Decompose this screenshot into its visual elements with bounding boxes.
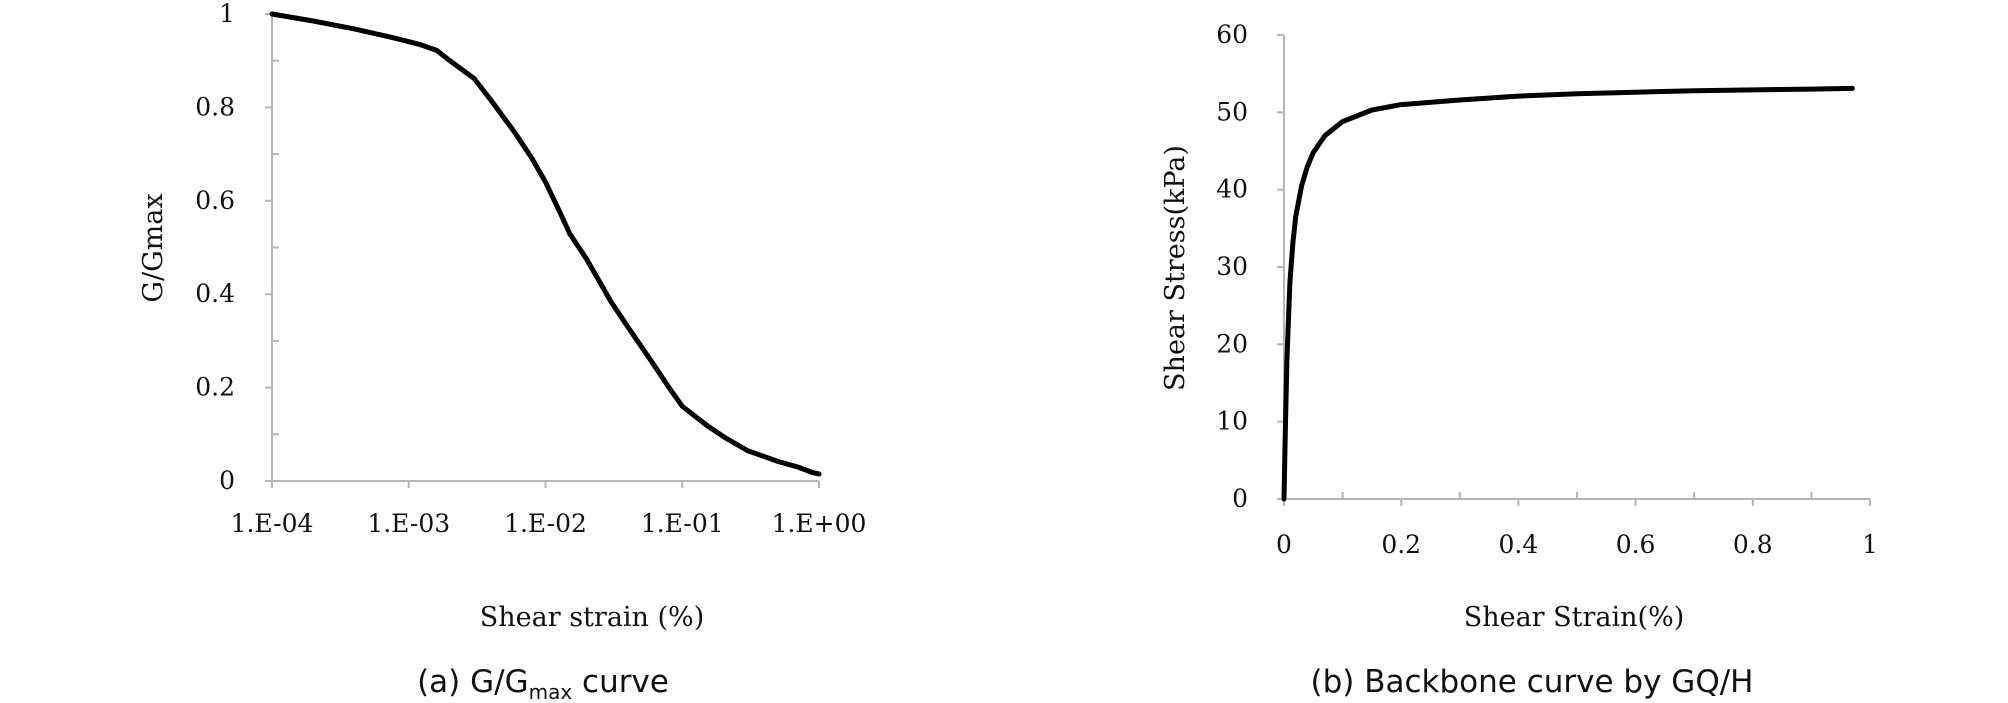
x-tick-label: 1 xyxy=(1862,530,1878,559)
x-tick-label: 0.8 xyxy=(1733,530,1773,559)
chart-b-series xyxy=(1281,85,1855,502)
chart-b-x-axis-title: Shear Strain(%) xyxy=(1464,602,1685,633)
x-tick-label: 1.E+00 xyxy=(772,509,867,538)
y-tick-label: 10 xyxy=(1216,407,1248,436)
chart-a-caption-prefix: (a) G/G xyxy=(417,664,529,700)
chart-b-x-tick-labels: 0 0.2 0.4 0.6 0.8 1 xyxy=(1276,530,1878,559)
chart-b-backbone-curve: 0 10 20 30 40 50 60 0 0.2 0.4 0.6 0.8 1 Shear Strai… xyxy=(1160,20,1878,700)
y-tick-label: 0 xyxy=(1232,484,1248,513)
chart-b-y-tick-labels: 0 10 20 30 40 50 60 xyxy=(1216,20,1248,513)
x-tick-label: 0.4 xyxy=(1499,530,1539,559)
y-tick-label: 0.8 xyxy=(195,92,235,121)
y-tick-label: 30 xyxy=(1216,252,1248,281)
chart-a-axes xyxy=(265,13,820,488)
chart-a-y-axis-title: G/Gmax xyxy=(138,193,169,302)
x-tick-label: 1.E-03 xyxy=(367,509,450,538)
chart-a-caption-sub: max xyxy=(529,680,573,703)
y-tick-label: 20 xyxy=(1216,329,1248,358)
chart-a-y-tick-labels: 0 0.2 0.4 0.6 0.8 1 xyxy=(195,0,235,495)
y-tick-label: 1 xyxy=(219,0,235,28)
y-tick-label: 0.6 xyxy=(195,186,235,215)
x-tick-label: 0 xyxy=(1276,530,1292,559)
y-tick-label: 60 xyxy=(1216,20,1248,49)
y-tick-label: 0.4 xyxy=(195,279,235,308)
series-line-0 xyxy=(269,11,822,477)
y-tick-label: 50 xyxy=(1216,97,1248,126)
chart-a-x-tick-labels: 1.E-04 1.E-03 1.E-02 1.E-01 1.E+00 xyxy=(231,509,867,538)
series-line-0 xyxy=(1281,85,1855,502)
y-tick-label: 0.2 xyxy=(195,373,235,402)
chart-b-axes xyxy=(1277,34,1871,506)
chart-a-caption: (a) G/Gmax curve xyxy=(417,664,669,703)
x-tick-label: 1.E-04 xyxy=(231,509,314,538)
chart-a-series xyxy=(269,11,822,477)
chart-a-caption-suffix: curve xyxy=(572,664,669,700)
chart-b-y-axis-title: Shear Stress(kPa) xyxy=(1160,145,1191,391)
y-tick-label: 0 xyxy=(219,466,235,495)
x-tick-label: 0.2 xyxy=(1381,530,1421,559)
chart-a-x-axis-title: Shear strain (%) xyxy=(480,602,705,633)
x-tick-label: 1.E-01 xyxy=(641,509,724,538)
y-tick-label: 40 xyxy=(1216,175,1248,204)
chart-a-gmax-curve: 00.20.40.60.81 1.E-04 1.E-03 1.E-02 1.E-01 1… xyxy=(138,0,866,703)
chart-b-caption: (b) Backbone curve by GQ/H xyxy=(1311,664,1754,700)
x-tick-label: 1.E-02 xyxy=(504,509,587,538)
x-tick-label: 0.6 xyxy=(1616,530,1656,559)
